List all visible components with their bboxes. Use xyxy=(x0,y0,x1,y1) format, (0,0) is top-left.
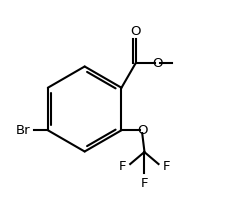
Text: O: O xyxy=(136,124,147,137)
Text: F: F xyxy=(118,160,125,173)
Text: Br: Br xyxy=(16,124,31,137)
Text: O: O xyxy=(130,25,140,38)
Text: F: F xyxy=(140,177,147,190)
Text: F: F xyxy=(162,160,170,173)
Text: O: O xyxy=(151,57,162,70)
